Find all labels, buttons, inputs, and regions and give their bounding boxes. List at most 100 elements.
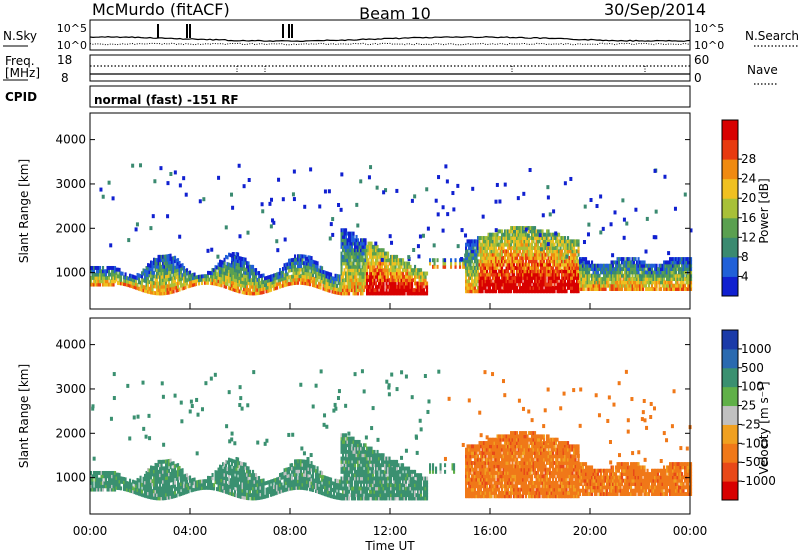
data-cell xyxy=(90,474,93,479)
data-cell xyxy=(573,285,576,290)
data-cell xyxy=(619,273,622,278)
data-cell xyxy=(102,279,105,284)
data-cell xyxy=(160,274,163,279)
data-cell xyxy=(316,274,319,279)
data-cell xyxy=(294,281,297,285)
data-cell xyxy=(567,239,570,244)
data-cell xyxy=(387,274,390,279)
data-cell xyxy=(94,480,97,485)
data-cell xyxy=(643,273,646,278)
data-cell xyxy=(382,288,385,293)
data-cell xyxy=(225,476,228,481)
data-cell xyxy=(315,260,318,265)
data-cell xyxy=(100,279,103,284)
data-cell xyxy=(532,252,535,257)
data-cell xyxy=(535,259,538,264)
data-cell xyxy=(622,273,625,278)
data-cell xyxy=(537,252,540,257)
data-cell xyxy=(496,259,499,264)
data-cell xyxy=(267,490,270,495)
data-cell xyxy=(637,263,640,268)
data-cell xyxy=(661,263,664,268)
data-cell xyxy=(219,484,222,489)
data-cell xyxy=(340,284,343,289)
data-cell xyxy=(538,239,541,244)
data-cell xyxy=(222,482,225,487)
data-cell xyxy=(277,490,280,495)
data-cell xyxy=(228,275,231,280)
data-cell xyxy=(156,483,159,487)
data-cell xyxy=(661,283,664,288)
data-cell xyxy=(609,270,612,275)
data-cell xyxy=(685,273,688,278)
data-cell xyxy=(252,489,255,494)
data-cell xyxy=(513,229,516,234)
data-cell xyxy=(174,490,177,495)
data-cell xyxy=(664,287,667,291)
data-cell xyxy=(183,275,186,280)
data-cell xyxy=(226,268,229,273)
data-cell xyxy=(361,278,364,283)
noise-sky-line xyxy=(89,35,691,43)
data-cell xyxy=(139,485,142,490)
data-cell xyxy=(573,249,576,254)
data-cell xyxy=(363,278,366,283)
data-cell xyxy=(300,475,303,480)
data-cell xyxy=(181,478,184,483)
data-cell xyxy=(654,277,657,281)
data-cell xyxy=(147,269,150,274)
data-cell xyxy=(513,236,516,240)
data-cell xyxy=(315,280,318,285)
data-cell xyxy=(292,267,295,272)
data-cell xyxy=(417,288,420,293)
data-cell xyxy=(565,269,568,274)
data-cell xyxy=(666,283,669,288)
data-cell xyxy=(345,288,348,293)
data-cell xyxy=(532,262,535,267)
data-cell xyxy=(391,281,394,286)
data-cell xyxy=(550,265,553,270)
data-cell xyxy=(289,476,292,481)
data-cell xyxy=(379,268,382,273)
data-cell xyxy=(384,258,387,263)
data-cell xyxy=(147,279,150,284)
data-cell xyxy=(270,197,274,202)
data-cell xyxy=(289,466,292,471)
data-cell xyxy=(562,285,565,290)
data-cell xyxy=(283,468,286,473)
data-cell xyxy=(484,275,487,280)
data-cell xyxy=(678,267,681,272)
data-cell xyxy=(181,468,184,473)
data-cell xyxy=(513,289,516,294)
data-cell xyxy=(555,272,558,277)
data-cell xyxy=(190,478,193,483)
data-cell xyxy=(237,163,241,168)
data-cell xyxy=(517,246,520,250)
data-cell xyxy=(489,262,492,267)
data-cell xyxy=(471,242,474,247)
data-cell xyxy=(186,479,189,484)
data-cell xyxy=(298,475,301,480)
data-cell xyxy=(228,474,231,479)
data-cell xyxy=(426,226,430,231)
data-cell xyxy=(583,287,586,291)
data-cell xyxy=(157,496,160,501)
data-cell xyxy=(354,271,357,276)
data-cell xyxy=(231,257,234,262)
data-cell xyxy=(297,274,300,279)
data-cell xyxy=(273,485,276,490)
data-cell xyxy=(615,263,618,268)
data-cell xyxy=(514,289,517,294)
data-cell xyxy=(562,262,565,267)
data-cell xyxy=(141,281,144,286)
data-cell xyxy=(667,267,670,272)
data-cell xyxy=(624,270,627,275)
data-cell xyxy=(178,264,181,269)
data-cell xyxy=(249,288,252,292)
data-cell xyxy=(483,265,486,270)
data-cell xyxy=(493,249,496,254)
data-cell xyxy=(625,273,628,278)
data-cell xyxy=(511,279,514,284)
data-cell xyxy=(279,473,282,477)
data-cell xyxy=(163,489,166,494)
